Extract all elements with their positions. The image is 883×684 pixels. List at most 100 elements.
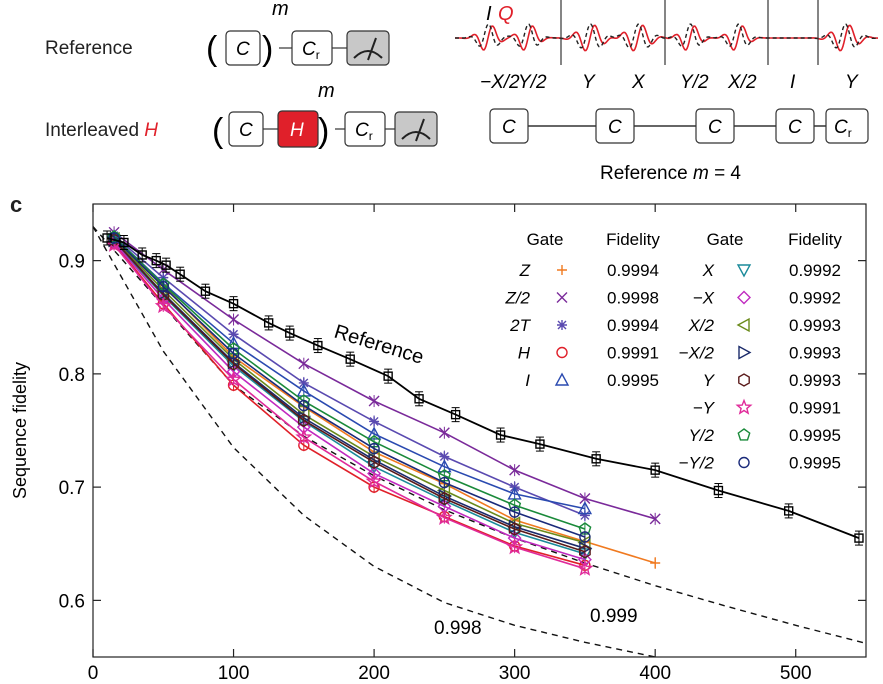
data-point — [438, 427, 450, 439]
data-point — [579, 531, 591, 543]
data-point — [508, 506, 521, 518]
legend-gate: −Y — [693, 399, 716, 418]
legend-gate: I — [525, 371, 530, 390]
data-point — [365, 472, 383, 489]
legend-gate: −X/2 — [679, 344, 715, 363]
legend-gate: 2T — [509, 316, 531, 335]
legend-gate: Z — [519, 261, 531, 280]
threshold-label: 0.999 — [590, 606, 638, 627]
data-point — [154, 296, 172, 314]
data-point — [450, 409, 461, 420]
data-point — [225, 370, 243, 387]
y-tick-label: 0.8 — [59, 365, 85, 386]
x-tick-label: 500 — [780, 663, 812, 684]
paren-left: ( — [206, 30, 218, 68]
data-point — [557, 320, 567, 330]
data-point — [345, 354, 355, 364]
seq-block-c — [595, 108, 635, 144]
series-line — [113, 238, 586, 544]
series-2T — [109, 229, 590, 522]
series-line — [113, 235, 586, 517]
legend-gate: X — [702, 261, 715, 280]
data-point — [298, 399, 310, 412]
data-point — [200, 286, 211, 296]
data-point — [383, 371, 393, 381]
series-line — [113, 239, 586, 553]
pulse-label: X — [631, 72, 646, 93]
data-point — [591, 454, 601, 464]
reference-line — [106, 237, 860, 539]
x-tick-label: 100 — [218, 663, 250, 684]
series-line — [113, 240, 586, 555]
data-point — [737, 428, 751, 441]
reference-circuit: ( C ) m Cr — [206, 0, 390, 68]
threshold-label: 0.998 — [434, 618, 482, 639]
legend-gate: Y/2 — [688, 426, 714, 445]
legend-fidelity: 0.9992 — [789, 289, 841, 308]
paren-right: ) — [262, 30, 273, 68]
data-point — [228, 298, 239, 309]
legend-fidelity: 0.9994 — [607, 316, 659, 335]
legend-fidelity: 0.9993 — [789, 371, 841, 390]
data-point — [227, 347, 240, 360]
data-point — [738, 345, 752, 360]
pulse-label: −X/2 — [480, 72, 520, 93]
svg-text:(: ( — [212, 112, 224, 150]
y-tick-label: 0.7 — [59, 478, 85, 499]
x-tick-label: 400 — [639, 663, 671, 684]
pulse-labels: −X/2Y/2 Y X Y/2 X/2 I Y — [480, 72, 859, 93]
legend-fidelity: 0.9995 — [607, 371, 659, 390]
plot-frame — [92, 203, 867, 658]
pulse-label: I — [790, 72, 796, 93]
x-tick-label: 300 — [499, 663, 531, 684]
data-point — [161, 260, 171, 270]
legend-gate: Z/2 — [504, 289, 530, 308]
legend-fidelity: 0.9995 — [789, 426, 841, 445]
legend-gate: X/2 — [687, 316, 714, 335]
data-point — [137, 250, 147, 260]
pulse-label: Y/2 — [518, 72, 547, 93]
data-point — [368, 395, 380, 407]
seq-block-label: C — [708, 117, 722, 138]
series-line — [113, 244, 586, 570]
series-−Y — [105, 235, 594, 576]
iq-q-label: Q — [498, 3, 514, 25]
legend-fidelity: 0.9994 — [607, 261, 659, 280]
legend-header: Fidelity — [606, 230, 660, 249]
data-point — [738, 373, 750, 387]
data-point — [439, 451, 450, 462]
schematic-circuits: ( C ) m Cr ( C H ) m Cr I Q −X — [206, 0, 879, 184]
data-point — [228, 314, 240, 326]
data-point — [119, 237, 129, 248]
data-point — [508, 522, 521, 536]
legend-fidelity: 0.9991 — [607, 344, 659, 363]
data-point — [438, 476, 451, 489]
data-point — [263, 318, 274, 328]
sequence-row: C C C C Cr Reference m = 4 — [489, 108, 869, 184]
pulse-label: Y — [845, 72, 859, 93]
data-point — [313, 340, 323, 351]
interleaved-circuit: ( C H ) m Cr — [212, 80, 438, 150]
wave-q — [455, 24, 878, 52]
legend-fidelity: 0.9993 — [789, 316, 841, 335]
data-point — [650, 465, 660, 475]
pulse-label: Y — [582, 72, 596, 93]
seq-block-cr — [825, 108, 869, 144]
data-point — [649, 513, 661, 525]
data-point — [650, 558, 661, 569]
legend-fidelity: 0.9995 — [789, 454, 841, 473]
data-point — [438, 491, 451, 506]
data-point — [506, 538, 524, 555]
seq-block-label: C — [788, 117, 802, 138]
interleaved-gate: H — [144, 120, 159, 141]
seq-block-label: C — [502, 117, 516, 138]
legend-fidelity: 0.9993 — [789, 344, 841, 363]
series-line — [113, 241, 586, 561]
series-line — [113, 236, 586, 510]
pulse-label: X/2 — [727, 72, 757, 93]
data-point — [414, 394, 424, 404]
measure-box — [346, 30, 390, 66]
data-point — [535, 439, 545, 449]
legend-gate: −Y/2 — [679, 454, 715, 473]
